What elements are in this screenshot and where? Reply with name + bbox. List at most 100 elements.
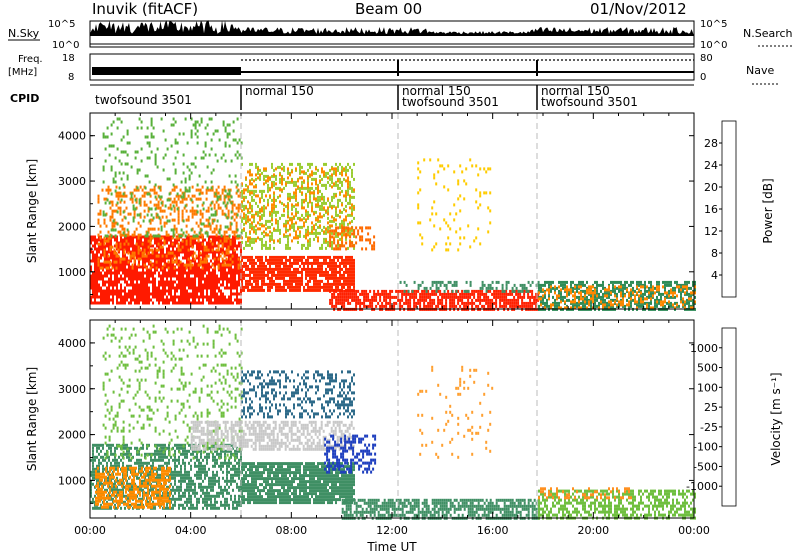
scatter-cell [118,268,120,272]
scatter-cell [177,197,180,201]
scatter-cell [459,298,462,302]
scatter-cell [295,194,297,198]
scatter-cell [146,156,149,160]
scatter-cell [351,203,353,207]
scatter-cell [451,295,454,299]
scatter-cell [116,274,118,278]
scatter-cell [210,213,213,217]
scatter-cell [118,250,120,254]
scatter-cell [210,147,213,151]
scatter-cell [347,222,349,226]
scatter-cell [273,210,275,214]
scatter-cell [144,298,146,302]
scatter-cell [317,225,319,229]
scatter-cell [445,286,448,290]
scatter-cell [317,255,319,259]
scatter-cell [267,273,269,277]
scatter-cell [431,248,434,252]
scatter-cell [214,301,216,305]
scatter-cell [230,280,232,284]
scatter-cell [151,263,154,267]
scatter-cell [457,182,460,186]
scatter-cell [337,298,340,302]
scatter-cell [455,292,458,296]
scatter-cell [341,276,343,280]
scatter-cell [251,182,253,186]
scatter-cell [148,277,150,281]
scatter-cell [299,279,301,283]
scatter-cell [495,286,498,290]
scatter-cell [341,239,343,243]
scatter-cell [335,244,338,248]
scatter-cell [99,266,102,270]
scatter-cell [150,135,153,139]
scatter-cell [184,265,186,269]
scatter-cell [214,244,216,248]
scatter-cell [291,279,293,283]
scatter-cell [199,209,202,213]
scatter-cell [177,236,180,240]
scatter-cell [200,295,202,299]
scatter-cell [132,216,135,220]
scatter-cell [233,212,236,216]
scatter-cell [92,259,94,263]
scatter-cell [133,209,136,213]
scatter-cell [188,277,190,281]
scatter-cell [169,203,172,207]
scatter-cell [233,233,236,237]
scatter-cell [323,162,325,166]
scatter-cell [307,168,309,172]
scatter-cell [124,253,126,257]
scatter-cell [126,283,128,287]
scatter-cell [477,292,480,296]
scatter-cell [148,274,150,278]
scatter-cell [355,292,358,296]
scatter-cell [529,295,532,299]
scatter-cell [345,215,347,219]
scatter-cell [257,276,259,280]
scatter-cell [224,274,226,278]
scatter-cell [341,285,343,289]
scatter-cell [461,301,464,305]
scatter-cell [164,286,166,290]
scatter-cell [347,246,349,250]
scatter-cell [190,244,192,248]
scatter-cell [162,280,164,284]
scatter-cell [281,276,283,280]
scatter-cell [174,271,176,275]
scatter-cell [112,253,114,257]
scatter-cell [186,256,188,260]
scatter-cell [105,260,108,264]
scatter-cell [327,212,329,216]
scatter-cell [576,289,578,293]
scatter-cell [156,292,158,296]
scatter-cell [216,274,218,278]
scatter-cell [361,238,364,242]
scatter-cell [519,289,522,293]
scatter-cell [212,268,214,272]
scatter-cell [196,292,198,296]
scatter-cell [287,237,289,241]
scatter-cell [146,231,149,235]
scatter-cell [198,289,200,293]
scatter-cell [183,263,186,267]
nsky-tick-top: 10^5 [48,19,75,30]
scatter-cell [335,264,337,268]
scatter-cell [227,248,230,252]
scatter-cell [146,126,149,130]
scatter-cell [533,301,536,305]
scatter-cell [317,215,319,219]
scatter-cell [158,286,160,290]
scatter-cell [417,221,420,225]
scatter-cell [205,188,208,192]
scatter-cell [297,162,299,166]
scatter-cell [216,235,218,239]
scatter-cell [104,201,107,205]
scatter-cell [483,167,486,171]
scatter-cell [277,261,279,265]
scatter-cell [497,295,500,299]
scatter-cell [182,268,184,272]
scatter-cell [435,289,438,293]
scatter-cell [471,164,474,168]
scatter-cell [325,267,327,271]
